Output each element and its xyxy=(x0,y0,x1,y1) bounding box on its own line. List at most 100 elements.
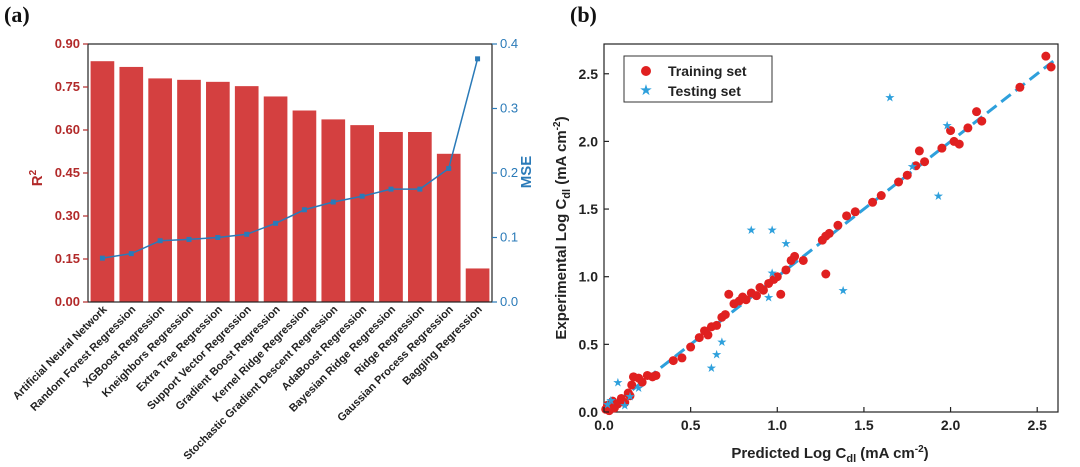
training-point xyxy=(686,342,696,352)
y-tick-label: 1.5 xyxy=(579,201,599,217)
category-label: Bayesian Ridge Regression xyxy=(287,303,398,414)
x-tick-label: 2.5 xyxy=(1027,417,1047,433)
training-point xyxy=(1015,82,1025,92)
training-point xyxy=(758,285,768,295)
training-point xyxy=(920,157,930,167)
r2-bar xyxy=(321,119,346,302)
training-points xyxy=(601,51,1056,416)
panel-label-b: (b) xyxy=(570,2,597,27)
r2-bar xyxy=(465,268,490,302)
mse-point xyxy=(417,186,423,192)
training-point xyxy=(703,330,713,340)
legend-training-marker xyxy=(641,66,651,76)
x-tick-label: 1.0 xyxy=(768,417,788,433)
y-tick-label: 2.0 xyxy=(579,133,599,149)
r2-bar xyxy=(408,132,432,302)
x-axis-title-sup: -2 xyxy=(915,444,924,455)
x-axis-title-main: Predicted Log C xyxy=(731,445,846,462)
training-point xyxy=(651,370,661,380)
mse-line xyxy=(102,58,479,259)
mse-point xyxy=(215,235,221,240)
left-axis-ticks: 0.00 0.15 0.30 0.45 0.60 0.75 0.90 xyxy=(55,36,88,309)
r2-bar xyxy=(379,132,403,302)
training-point xyxy=(937,143,947,153)
training-point xyxy=(833,220,843,230)
y-tick-label: 2.5 xyxy=(579,66,599,82)
right-tick-label: 0.1 xyxy=(500,230,518,245)
testing-point: ★ xyxy=(933,189,944,203)
bar-chart-r2-mse: 0.000.150.300.450.600.750.90 0.00.10.20.… xyxy=(11,36,535,463)
training-point xyxy=(868,197,878,207)
testing-point: ★ xyxy=(711,347,722,361)
left-axis-title: R2 xyxy=(28,169,46,186)
testing-point: ★ xyxy=(625,389,636,403)
y-tick-label: 1.0 xyxy=(579,269,599,285)
mse-point xyxy=(244,231,250,237)
training-point xyxy=(963,123,973,133)
training-point xyxy=(1041,51,1051,61)
training-point xyxy=(627,380,637,390)
x-tick-label: 2.0 xyxy=(941,417,961,433)
testing-point: ★ xyxy=(767,266,778,280)
testing-point: ★ xyxy=(619,399,630,413)
x-axis-title-end: ) xyxy=(924,445,929,462)
r2-bar xyxy=(292,110,317,302)
mse-point xyxy=(359,193,365,199)
training-point xyxy=(914,146,924,156)
legend-testing-label: Testing set xyxy=(668,83,741,99)
testing-point: ★ xyxy=(602,397,613,411)
training-point xyxy=(911,161,921,171)
training-point xyxy=(977,116,987,126)
left-tick-label: 0.60 xyxy=(55,122,80,137)
right-tick-label: 0.4 xyxy=(500,36,518,51)
y-axis-title-main: Experimental Log C xyxy=(553,199,570,340)
testing-point: ★ xyxy=(633,381,644,395)
testing-point: ★ xyxy=(781,236,792,250)
x-tick-label: 1.5 xyxy=(854,417,874,433)
training-point xyxy=(946,126,956,136)
training-point xyxy=(712,320,722,330)
mse-point xyxy=(128,251,134,257)
left-tick-label: 0.15 xyxy=(55,251,80,266)
mse-point xyxy=(157,238,163,244)
left-axis-title-sup: 2 xyxy=(28,169,39,175)
mse-point xyxy=(273,220,279,226)
left-tick-label: 0.75 xyxy=(55,79,80,94)
left-tick-label: 0.30 xyxy=(55,208,80,223)
x-tick-label: 0.5 xyxy=(681,417,701,433)
testing-point: ★ xyxy=(907,159,918,173)
r2-bar xyxy=(90,61,115,303)
y-axis-title-unit: (mA cm xyxy=(553,130,570,189)
left-axis-title-main: R xyxy=(29,175,46,186)
x-axis-title-unit: (mA cm xyxy=(856,445,915,462)
training-point xyxy=(668,356,678,366)
testing-point: ★ xyxy=(838,284,849,298)
testing-points: ★★★★★★★★★★★★★★★★★★★ xyxy=(602,90,952,412)
fit-line xyxy=(603,56,1059,414)
mse-point xyxy=(99,255,105,261)
training-point xyxy=(724,289,734,299)
mse-points xyxy=(99,56,481,261)
legend-box xyxy=(623,55,773,103)
training-point xyxy=(850,207,860,217)
right-axis-ticks: 0.0 0.1 0.2 0.3 0.4 xyxy=(492,36,518,309)
training-point xyxy=(894,177,904,187)
left-tick-label: 0.00 xyxy=(55,294,80,309)
y-axis-title: Experimental Log Cdl (mA cm-2) xyxy=(552,116,573,339)
training-point xyxy=(620,398,630,408)
r2-bar xyxy=(177,79,201,302)
mse-point xyxy=(388,186,394,192)
right-tick-label: 0.2 xyxy=(500,165,518,180)
mse-point xyxy=(475,56,481,62)
plot-frame-b xyxy=(603,43,1059,413)
training-point xyxy=(694,333,704,343)
r2-bar xyxy=(119,66,144,302)
training-point xyxy=(625,391,635,401)
testing-point: ★ xyxy=(942,119,953,133)
left-tick-label: 0.90 xyxy=(55,36,80,51)
training-point xyxy=(637,377,647,387)
training-point xyxy=(821,269,831,279)
r2-bar xyxy=(148,78,172,303)
training-point xyxy=(1046,62,1056,72)
